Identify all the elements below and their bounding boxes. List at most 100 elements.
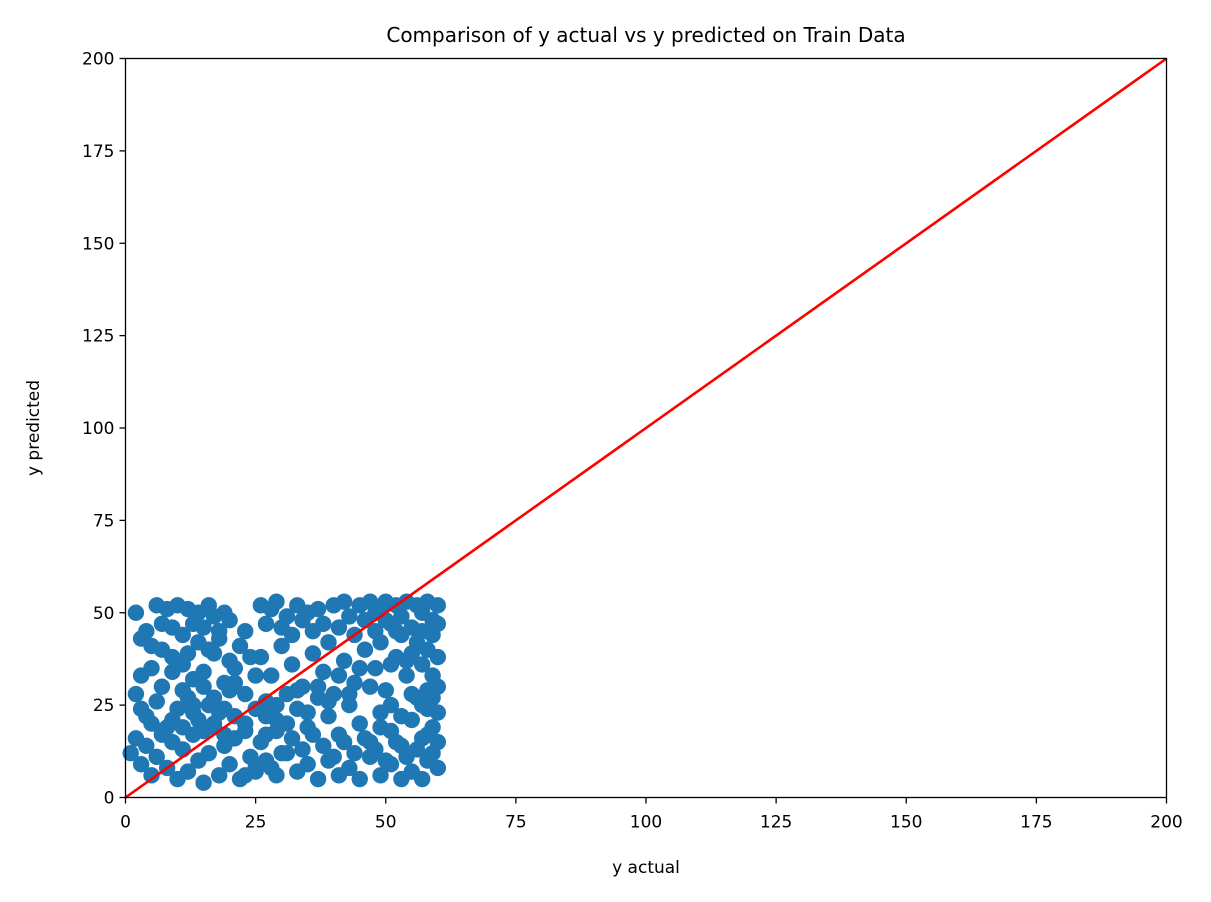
scatter-point xyxy=(122,744,139,762)
scatter-point xyxy=(361,678,379,695)
scatter-point xyxy=(153,678,171,695)
scatter-point xyxy=(283,730,301,747)
x-tick-label: 175 xyxy=(1020,813,1052,833)
scatter-point xyxy=(377,682,394,699)
scatter-point xyxy=(221,611,238,629)
scatter-point xyxy=(210,630,228,647)
scatter-point xyxy=(143,715,160,732)
scatter-point xyxy=(320,708,337,725)
scatter-point xyxy=(367,604,384,621)
scatter-point xyxy=(398,652,415,669)
reference-line-layer xyxy=(124,57,1168,799)
scatter-point xyxy=(179,645,197,662)
scatter-point xyxy=(341,685,358,703)
scatter-point xyxy=(351,715,368,732)
scatter-point xyxy=(367,741,384,758)
scatter-point xyxy=(174,741,191,758)
scatter-point xyxy=(268,593,285,610)
scatter-point xyxy=(408,634,426,651)
scatter-point xyxy=(325,748,342,766)
scatter-point xyxy=(132,700,150,718)
scatter-point xyxy=(309,678,327,695)
x-axis-label: y actual xyxy=(612,858,680,878)
scatter-point xyxy=(164,663,181,681)
scatter-point xyxy=(304,726,322,743)
scatter-point xyxy=(143,767,160,784)
scatter-point xyxy=(148,693,165,710)
scatter-point xyxy=(335,652,353,669)
y-tick-label: 75 xyxy=(93,511,115,531)
scatter-point xyxy=(320,634,337,651)
x-tick-label: 50 xyxy=(375,813,397,833)
scatter-point xyxy=(153,641,171,658)
scatter-point xyxy=(429,759,446,777)
scatter-point xyxy=(387,733,405,751)
scatter-point xyxy=(174,682,191,699)
x-tick-label: 150 xyxy=(890,813,922,833)
scatter-point xyxy=(174,626,191,644)
x-tick-label: 0 xyxy=(120,813,131,833)
scatter-point xyxy=(429,597,446,614)
scatter-point xyxy=(283,656,301,673)
scatter-point xyxy=(190,634,207,651)
scatter-point xyxy=(335,733,353,751)
y-tick-label: 25 xyxy=(93,696,115,716)
scatter-point xyxy=(356,641,374,658)
scatter-point xyxy=(429,648,446,666)
scatter-point xyxy=(372,719,389,736)
scatter-point xyxy=(195,774,212,791)
y-tick-label: 100 xyxy=(82,419,114,439)
scatter-point xyxy=(257,726,275,743)
scatter-point xyxy=(408,741,426,758)
scatter-point xyxy=(257,615,275,633)
y-tick-label: 175 xyxy=(82,142,114,162)
scatter-point xyxy=(315,615,332,633)
scatter-point xyxy=(143,659,160,677)
scatter-point xyxy=(304,645,322,662)
x-tick-label: 75 xyxy=(505,813,527,833)
scatter-point xyxy=(242,648,259,666)
x-tick-label: 100 xyxy=(630,813,662,833)
scatter-point xyxy=(247,700,264,718)
scatter-point xyxy=(299,704,316,721)
scatter-point xyxy=(294,741,311,758)
x-tick-label: 125 xyxy=(760,813,792,833)
scatter-point xyxy=(393,608,410,625)
scatter-point xyxy=(398,667,415,684)
scatter-point xyxy=(237,767,254,784)
x-tick-label: 200 xyxy=(1150,813,1182,833)
scatter-points xyxy=(122,593,446,791)
scatter-point xyxy=(330,667,348,684)
scatter-point xyxy=(268,767,285,784)
scatter-point xyxy=(127,604,145,621)
scatter-point xyxy=(237,685,254,703)
scatter-point xyxy=(205,715,223,732)
scatter-point xyxy=(382,696,400,714)
scatter-point xyxy=(382,656,400,673)
scatter-point xyxy=(195,663,212,681)
y-axis-ticks: 0 25 50 75 100 125 150 175 200 xyxy=(82,50,126,809)
scatter-point xyxy=(231,637,249,655)
scatter-point xyxy=(283,626,301,644)
scatter-point xyxy=(309,600,327,618)
scatter-point xyxy=(372,767,389,784)
scatter-point xyxy=(335,593,353,610)
scatter-point xyxy=(174,719,191,736)
scatter-point xyxy=(221,756,238,773)
scatter-point xyxy=(226,674,244,692)
chart-title: Comparison of y actual vs y predicted on… xyxy=(386,23,905,47)
scatter-point xyxy=(289,682,306,699)
x-axis-ticks: 0 25 50 75 100 125 150 175 200 xyxy=(120,797,1183,833)
scatter-point xyxy=(315,663,332,681)
scatter-point xyxy=(315,737,332,754)
scatter-point xyxy=(237,623,254,640)
scatter-point xyxy=(179,763,197,780)
scatter-point xyxy=(216,726,233,743)
scatter-point xyxy=(268,696,285,714)
scatter-point xyxy=(289,763,306,780)
scatter-point xyxy=(237,722,254,740)
scatter-point xyxy=(195,678,212,695)
scatter-point xyxy=(153,726,171,743)
